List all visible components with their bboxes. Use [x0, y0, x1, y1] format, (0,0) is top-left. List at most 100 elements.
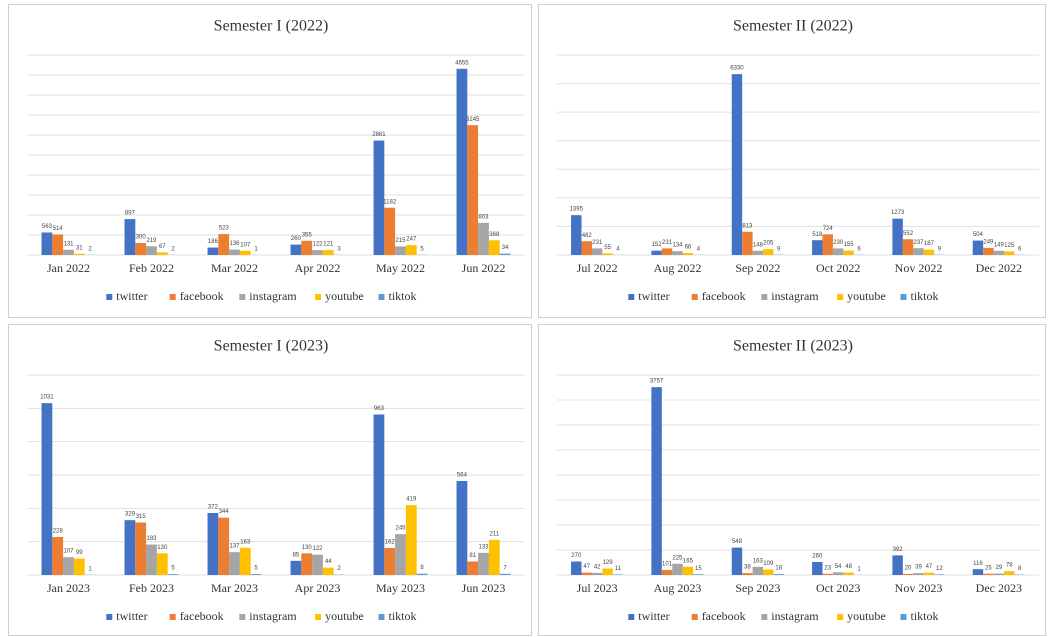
data-label: 130 [157, 545, 168, 551]
data-label: 504 [973, 232, 984, 238]
bar [983, 247, 994, 255]
bar [571, 561, 582, 575]
bar [218, 234, 230, 255]
data-label: 803 [478, 214, 489, 220]
bar [322, 567, 334, 575]
data-label: 1 [88, 566, 92, 572]
bar [488, 539, 500, 575]
x-tick-label: Jun 2023 [462, 581, 506, 595]
bar [301, 553, 313, 575]
legend-swatch [761, 614, 768, 620]
data-label: 101 [662, 562, 673, 568]
bar [395, 534, 406, 575]
data-label: 1 [254, 247, 258, 253]
chart: Semester I (2023) Jan 2023 1031 228 107 99 1 Fe… [8, 324, 532, 636]
bar [499, 253, 511, 255]
chart-title: Semester I (2023) [214, 338, 329, 355]
data-label: 39 [915, 565, 922, 571]
data-label: 163 [240, 539, 251, 545]
bar [405, 505, 417, 575]
data-label: 186 [208, 239, 219, 245]
bar [843, 572, 854, 575]
x-tick-label: Nov 2022 [895, 261, 943, 275]
data-label: 300 [136, 235, 147, 241]
data-label: 47 [926, 564, 933, 570]
legend-swatch [239, 294, 246, 300]
bar [902, 574, 914, 575]
bar [478, 552, 489, 575]
data-label: 2 [337, 566, 341, 572]
data-label: 6330 [730, 66, 744, 72]
legend-swatch [837, 614, 844, 620]
data-label: 1182 [383, 199, 397, 205]
legend-label: twitter [638, 289, 669, 303]
data-label: 724 [823, 226, 834, 232]
bar [467, 561, 479, 575]
bar [812, 240, 823, 255]
bar [1004, 251, 1015, 255]
legend-swatch [628, 294, 635, 300]
x-tick-label: May 2023 [376, 581, 425, 595]
bar [972, 569, 984, 575]
bar [488, 240, 500, 255]
data-label: 42 [594, 564, 601, 570]
x-tick-label: May 2022 [376, 261, 425, 275]
x-tick-label: Jul 2022 [577, 261, 618, 275]
data-label: 245 [395, 526, 406, 532]
data-label: 44 [325, 559, 332, 565]
bar [913, 573, 924, 575]
data-label: 211 [490, 531, 500, 537]
data-label: 215 [395, 238, 406, 244]
chart-title: Semester II (2023) [733, 338, 853, 355]
bar [499, 573, 511, 575]
x-tick-label: Feb 2022 [129, 261, 174, 275]
data-label: 3757 [650, 379, 664, 385]
data-label: 249 [983, 239, 994, 245]
data-label: 1273 [891, 210, 905, 216]
data-label: 260 [291, 236, 302, 242]
bar [832, 572, 844, 575]
bar [73, 253, 85, 255]
x-tick-label: Oct 2022 [816, 261, 860, 275]
data-label: 109 [763, 561, 774, 567]
legend-swatch [691, 294, 698, 300]
x-tick-label: Aug 2023 [654, 581, 702, 595]
data-label: 3245 [466, 117, 480, 123]
data-label: 7 [503, 565, 507, 571]
bar [405, 245, 417, 255]
bar [752, 566, 764, 575]
data-label: 38 [744, 565, 751, 571]
bar [63, 249, 74, 255]
legend-label: instagram [249, 289, 297, 303]
data-label: 6 [1018, 246, 1022, 252]
data-label: 6 [857, 246, 861, 252]
data-label: 3 [337, 246, 341, 252]
bar [742, 573, 753, 575]
data-label: 963 [374, 406, 385, 412]
data-label: 12 [936, 566, 943, 572]
bar [373, 140, 385, 255]
bar [923, 249, 935, 255]
data-label: 9 [938, 246, 942, 252]
data-label: 187 [924, 241, 935, 247]
legend-label: youtube [325, 609, 364, 623]
legend-swatch [761, 294, 768, 300]
legend-swatch [628, 614, 635, 620]
legend-label: facebook [180, 289, 224, 303]
x-tick-label: Mar 2023 [211, 581, 258, 595]
legend-label: instagram [771, 289, 819, 303]
data-label: 107 [63, 549, 74, 555]
data-label: 54 [835, 564, 842, 570]
bar [1004, 571, 1015, 575]
x-tick-label: Oct 2023 [816, 581, 860, 595]
data-label: 149 [994, 242, 1005, 248]
data-label: 152 [652, 242, 663, 248]
data-label: 329 [125, 512, 136, 518]
data-label: 225 [672, 555, 683, 561]
bar [41, 403, 53, 575]
data-label: 5 [254, 566, 258, 572]
bar [651, 387, 662, 575]
x-tick-label: Mar 2022 [211, 261, 258, 275]
